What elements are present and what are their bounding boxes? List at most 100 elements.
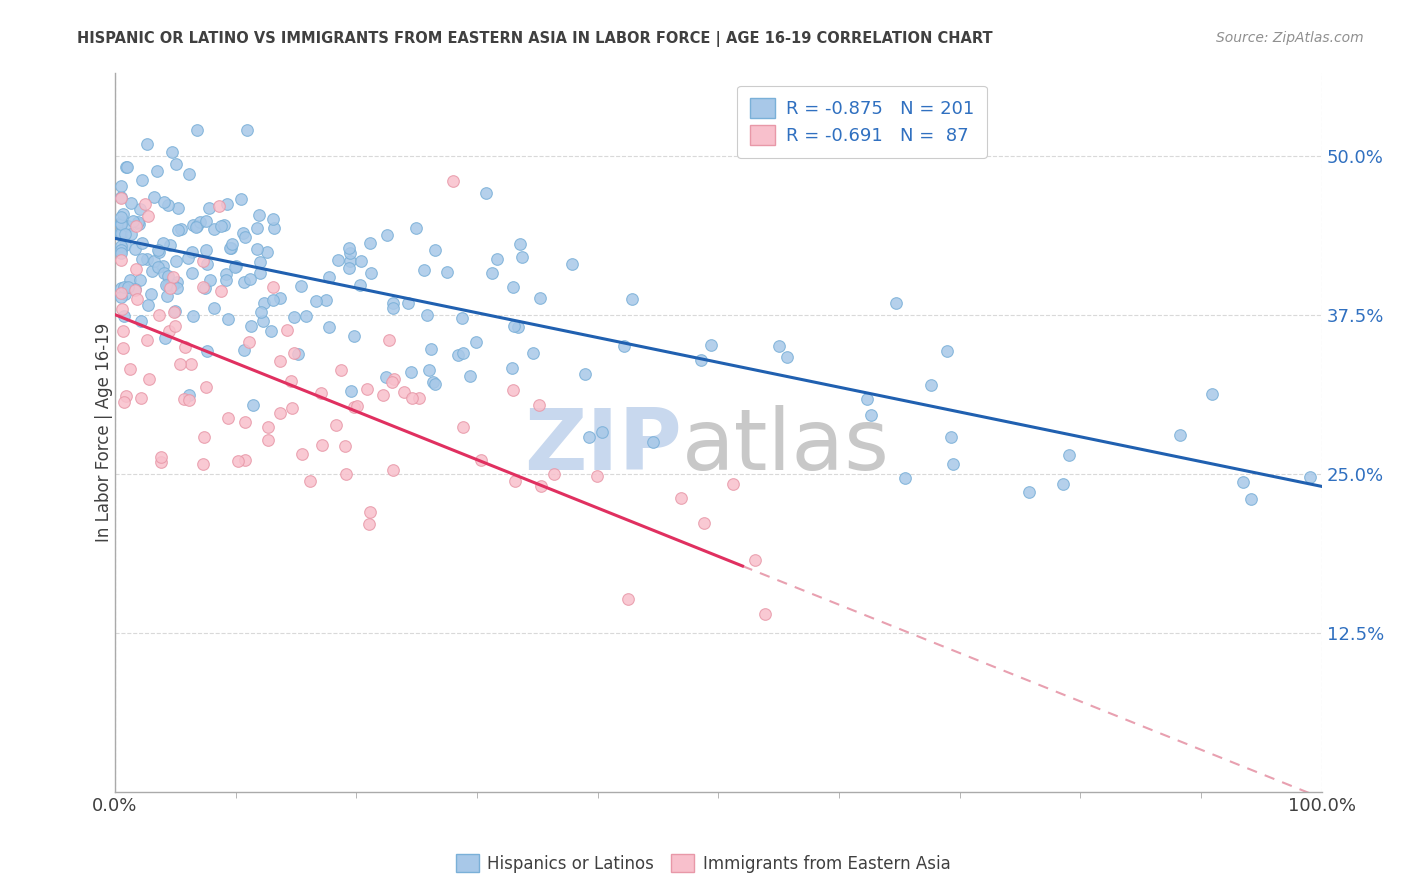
Point xyxy=(136,298,159,312)
Point xyxy=(221,236,243,251)
Point xyxy=(246,220,269,235)
Point xyxy=(129,273,152,287)
Point xyxy=(124,219,146,233)
Point xyxy=(200,272,222,286)
Point xyxy=(233,229,256,244)
Point xyxy=(325,417,347,432)
Point xyxy=(1170,427,1192,442)
Point xyxy=(641,434,664,449)
Point xyxy=(855,392,877,406)
Point xyxy=(470,453,492,467)
Point xyxy=(110,178,132,193)
Point xyxy=(131,252,153,266)
Point xyxy=(408,392,430,406)
Point xyxy=(124,283,146,297)
Point xyxy=(177,252,200,266)
Point xyxy=(416,308,439,322)
Point xyxy=(375,370,398,384)
Point xyxy=(375,228,398,243)
Point xyxy=(157,198,180,212)
Point xyxy=(475,186,498,200)
Point xyxy=(501,361,523,376)
Point xyxy=(859,408,882,422)
Point xyxy=(129,314,152,328)
Point xyxy=(249,208,271,222)
Point xyxy=(305,293,328,308)
Point xyxy=(238,334,260,349)
Point xyxy=(141,264,163,278)
Point xyxy=(143,254,166,268)
Point xyxy=(208,199,231,213)
Text: ZIP: ZIP xyxy=(524,405,682,488)
Point xyxy=(357,517,380,532)
Point xyxy=(283,310,305,324)
Point xyxy=(337,261,360,276)
Point xyxy=(215,196,238,211)
Point xyxy=(287,346,309,360)
Point xyxy=(195,257,218,271)
Point xyxy=(419,342,441,356)
Point xyxy=(112,309,135,323)
Point xyxy=(112,279,135,293)
Point xyxy=(136,334,159,348)
Point xyxy=(194,379,217,393)
Point xyxy=(163,304,186,318)
Point xyxy=(689,352,711,367)
Point xyxy=(276,323,298,337)
Point xyxy=(744,553,766,567)
Point xyxy=(110,211,132,225)
Point xyxy=(509,236,531,251)
Point xyxy=(371,387,394,401)
Point xyxy=(447,348,470,362)
Point xyxy=(156,288,179,302)
Point xyxy=(110,227,132,242)
Point xyxy=(219,241,242,255)
Point xyxy=(193,457,215,471)
Point xyxy=(530,479,553,493)
Point xyxy=(229,192,252,206)
Point xyxy=(153,194,176,209)
Point xyxy=(224,260,246,274)
Point xyxy=(193,430,215,444)
Point xyxy=(152,259,174,273)
Point xyxy=(425,376,447,391)
Point xyxy=(142,190,165,204)
Point xyxy=(290,278,312,293)
Point xyxy=(451,310,474,325)
Point xyxy=(225,259,247,273)
Point xyxy=(193,279,215,293)
Y-axis label: In Labor Force | Age 16-19: In Labor Force | Age 16-19 xyxy=(96,323,112,542)
Point xyxy=(157,277,180,292)
Point xyxy=(311,438,333,452)
Point xyxy=(343,400,366,414)
Point xyxy=(194,281,217,295)
Point xyxy=(239,272,262,286)
Point xyxy=(503,319,526,334)
Point xyxy=(236,123,259,137)
Point xyxy=(260,324,283,338)
Point xyxy=(125,262,148,277)
Point xyxy=(506,319,529,334)
Point xyxy=(169,357,191,371)
Point xyxy=(114,227,136,241)
Point xyxy=(458,368,481,383)
Point xyxy=(134,196,156,211)
Point xyxy=(212,218,235,232)
Point xyxy=(110,281,132,295)
Point xyxy=(129,391,152,405)
Point xyxy=(190,215,212,229)
Point xyxy=(405,220,427,235)
Point xyxy=(215,267,238,281)
Point xyxy=(578,429,600,443)
Point xyxy=(184,219,207,234)
Point xyxy=(181,218,204,232)
Point xyxy=(269,291,291,305)
Point xyxy=(242,398,264,412)
Point xyxy=(315,293,337,308)
Point xyxy=(136,252,159,266)
Point xyxy=(232,343,254,357)
Point xyxy=(120,273,142,287)
Point xyxy=(333,439,356,453)
Point xyxy=(621,292,644,306)
Point xyxy=(253,296,276,310)
